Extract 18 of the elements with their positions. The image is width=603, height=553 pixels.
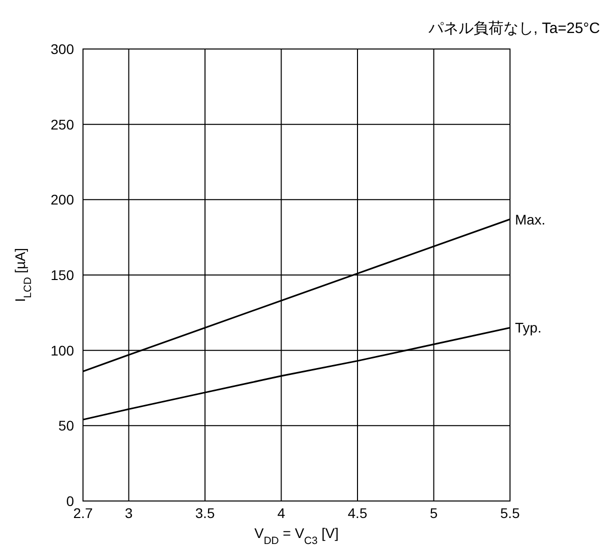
y-tick-label: 50 xyxy=(58,418,74,434)
x-tick-label: 5 xyxy=(430,505,438,521)
series-label: Typ. xyxy=(515,320,542,336)
y-tick-label: 100 xyxy=(50,342,74,358)
y-tick-label: 200 xyxy=(50,192,74,208)
y-tick-label: 150 xyxy=(50,267,74,283)
y-tick-label: 250 xyxy=(50,116,74,132)
series-label: Max. xyxy=(515,211,546,228)
x-tick-label: 2.7 xyxy=(73,505,93,521)
y-tick-label: 300 xyxy=(50,41,74,57)
x-tick-label: 3.5 xyxy=(195,505,215,521)
x-tick-label: 4 xyxy=(277,505,286,521)
x-tick-label: 5.5 xyxy=(500,505,520,521)
x-tick-label: 3 xyxy=(124,505,133,521)
y-tick-label: 0 xyxy=(66,493,74,509)
chart-title: パネル負荷なし, Ta=25°C xyxy=(428,20,600,37)
x-tick-label: 4.5 xyxy=(348,505,368,521)
x-axis-title: V$_{DD}$ = V$_{C3}$ [V] xyxy=(254,525,339,547)
